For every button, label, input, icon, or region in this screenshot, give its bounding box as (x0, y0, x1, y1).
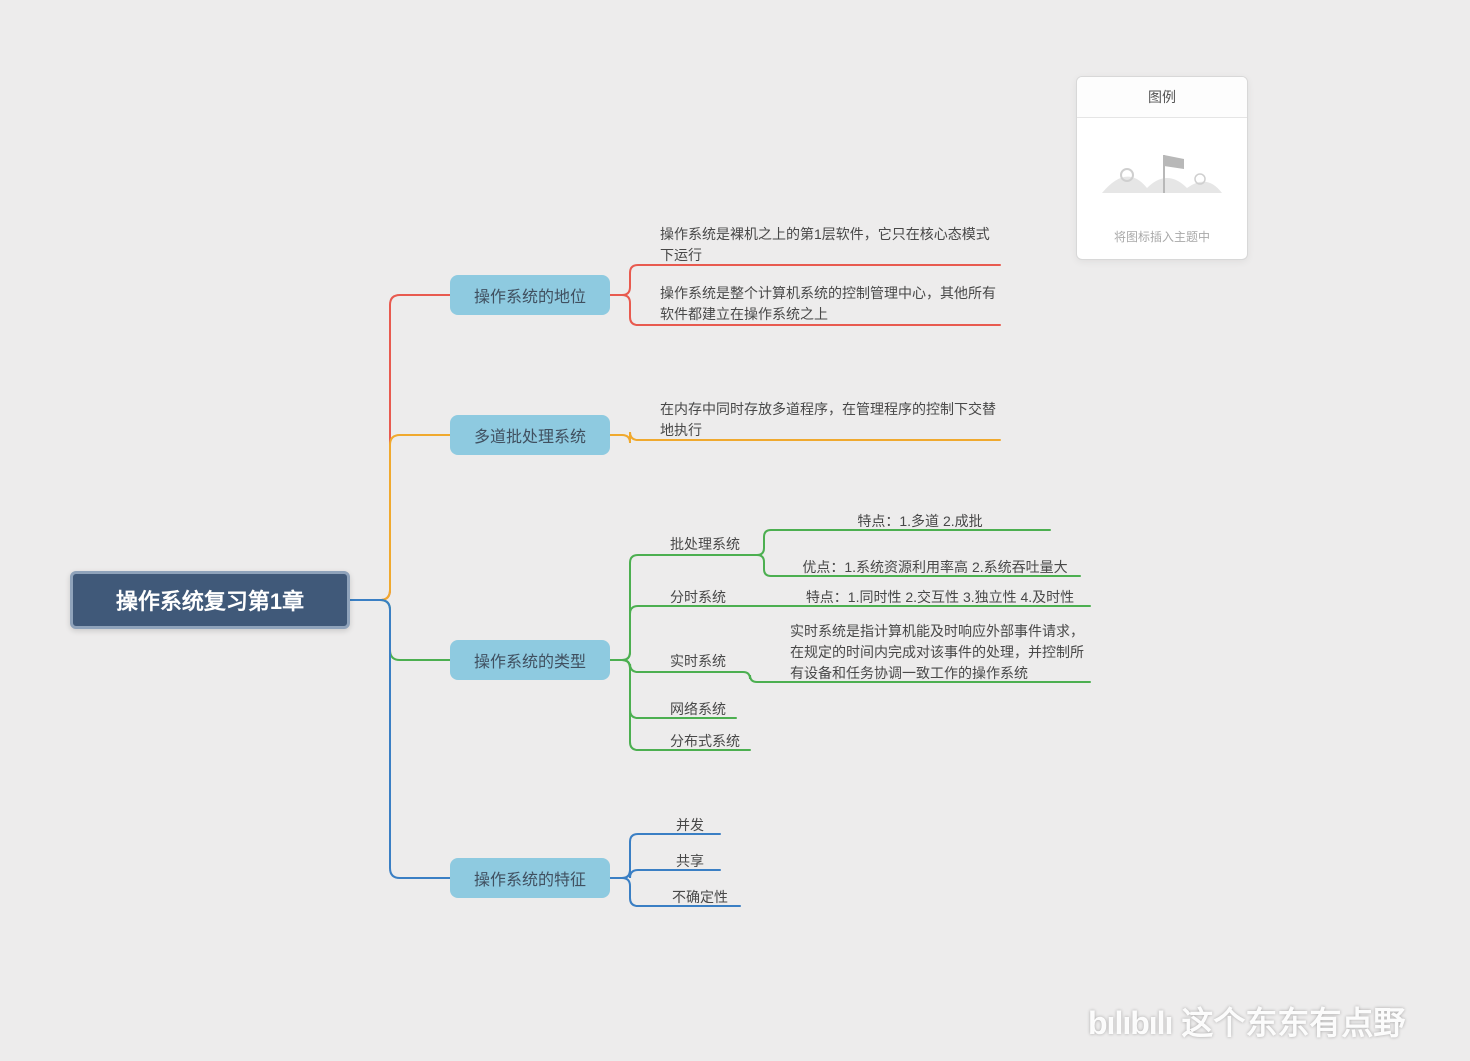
node-b4-2[interactable]: 不确定性 (660, 886, 740, 908)
subtopic-b2[interactable]: 多道批处理系统 (450, 415, 610, 455)
node-b4-0[interactable]: 并发 (660, 814, 720, 836)
watermark: b‎ılıb‎ılı 这个东东有点野 (1088, 998, 1405, 1044)
node-b3-1-label: 分时系统 (670, 587, 726, 608)
node-b3-0[interactable]: 批处理系统 (660, 533, 750, 555)
node-b3-2[interactable]: 实时系统 (660, 650, 736, 672)
node-b3-3[interactable]: 网络系统 (660, 698, 736, 720)
node-b3-3-label: 网络系统 (670, 699, 726, 720)
watermark-logo: b‎ılıb‎ılı (1088, 1005, 1172, 1041)
subtopic-b3[interactable]: 操作系统的类型 (450, 640, 610, 680)
node-b4-1[interactable]: 共享 (660, 850, 720, 872)
node-b3-2-label: 实时系统 (670, 651, 726, 672)
subtopic-b3-label: 操作系统的类型 (474, 648, 586, 672)
legend-illustration (1077, 118, 1247, 218)
node-b3-2-0-label: 实时系统是指计算机能及时响应外部事件请求，在规定的时间内完成对该事件的处理，并控… (790, 621, 1090, 684)
node-b4-0-label: 并发 (676, 815, 704, 836)
node-b1-1-label: 操作系统是整个计算机系统的控制管理中心，其他所有软件都建立在操作系统之上 (660, 283, 1000, 325)
node-b4-1-label: 共享 (676, 851, 704, 872)
node-b3-0-1[interactable]: 优点：1.系统资源利用率高 2.系统吞吐量大 (790, 556, 1080, 578)
node-b3-2-0[interactable]: 实时系统是指计算机能及时响应外部事件请求，在规定的时间内完成对该事件的处理，并控… (790, 620, 1090, 684)
node-b3-4-label: 分布式系统 (670, 731, 740, 752)
root-topic-label: 操作系统复习第1章 (116, 584, 304, 616)
node-b1-1[interactable]: 操作系统是整个计算机系统的控制管理中心，其他所有软件都建立在操作系统之上 (660, 284, 1000, 324)
subtopic-b1-label: 操作系统的地位 (474, 283, 586, 307)
node-b4-2-label: 不确定性 (672, 887, 728, 908)
subtopic-b1[interactable]: 操作系统的地位 (450, 275, 610, 315)
subtopic-b4[interactable]: 操作系统的特征 (450, 858, 610, 898)
node-b3-1[interactable]: 分时系统 (660, 586, 736, 608)
node-b3-0-0-label: 特点：1.多道 2.成批 (857, 511, 982, 532)
legend-hint: 将图标插入主题中 (1077, 218, 1247, 259)
node-b3-0-1-label: 优点：1.系统资源利用率高 2.系统吞吐量大 (802, 557, 1067, 578)
node-b1-0-label: 操作系统是裸机之上的第1层软件，它只在核心态模式下运行 (660, 224, 1000, 266)
node-b3-1-0-label: 特点：1.同时性 2.交互性 3.独立性 4.及时性 (806, 587, 1074, 608)
root-topic[interactable]: 操作系统复习第1章 (70, 571, 350, 629)
subtopic-b2-label: 多道批处理系统 (474, 423, 586, 447)
node-b3-0-label: 批处理系统 (670, 534, 740, 555)
subtopic-b4-label: 操作系统的特征 (474, 866, 586, 890)
watermark-text: 这个东东有点野 (1181, 1005, 1405, 1041)
mindmap-canvas: 操作系统复习第1章 图例 将图标插入主题中 b‎ılıb‎ılı 这个东东有点野… (0, 0, 1470, 1061)
legend-title: 图例 (1077, 77, 1247, 118)
node-b2-0-label: 在内存中同时存放多道程序，在管理程序的控制下交替地执行 (660, 399, 1000, 441)
node-b3-4[interactable]: 分布式系统 (660, 730, 750, 752)
legend-panel[interactable]: 图例 将图标插入主题中 (1076, 76, 1248, 260)
node-b3-0-0[interactable]: 特点：1.多道 2.成批 (790, 510, 1050, 532)
node-b1-0[interactable]: 操作系统是裸机之上的第1层软件，它只在核心态模式下运行 (660, 225, 1000, 265)
node-b2-0[interactable]: 在内存中同时存放多道程序，在管理程序的控制下交替地执行 (660, 400, 1000, 440)
node-b3-1-0[interactable]: 特点：1.同时性 2.交互性 3.独立性 4.及时性 (790, 586, 1090, 608)
